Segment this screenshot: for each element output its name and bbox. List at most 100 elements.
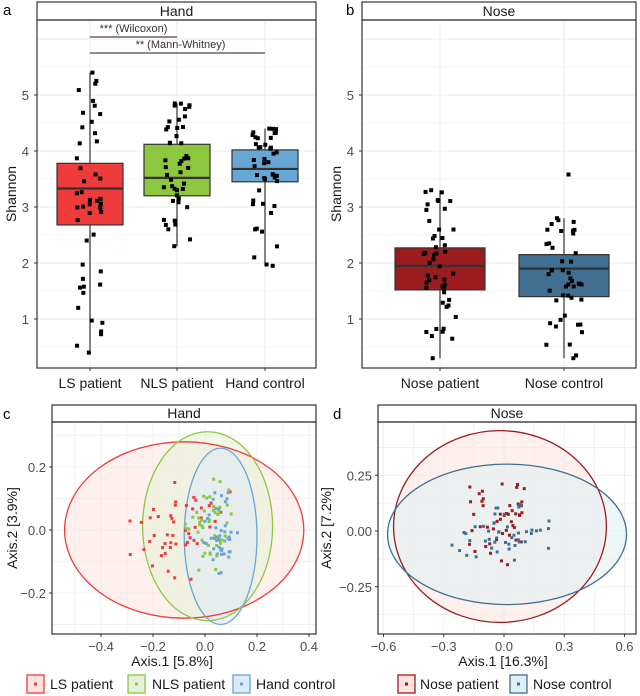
data-point (250, 202, 255, 207)
x-tick-label: Nose control (525, 375, 604, 391)
data-point (516, 538, 520, 542)
y-tick-label: 1 (347, 312, 354, 327)
data-point (208, 525, 212, 529)
data-point (195, 510, 199, 514)
data-point (273, 130, 278, 135)
legend-label: Nose patient (420, 676, 499, 692)
data-point (569, 279, 574, 284)
data-point (435, 198, 440, 203)
data-point (507, 547, 511, 551)
data-point (161, 185, 166, 190)
data-point (253, 227, 258, 232)
data-point (251, 130, 256, 135)
data-point (197, 568, 201, 572)
data-point (191, 507, 195, 511)
data-point (219, 552, 223, 556)
data-point (212, 537, 216, 541)
legend-key-point (405, 682, 408, 686)
data-point (427, 218, 432, 223)
data-point (570, 228, 575, 233)
data-point (262, 176, 267, 181)
confidence-ellipse (141, 431, 274, 622)
data-point (211, 497, 215, 501)
data-point (228, 537, 232, 541)
data-point (99, 329, 104, 334)
data-point (204, 542, 208, 546)
x-tick-label: 0.6 (615, 639, 633, 654)
data-point (517, 513, 521, 517)
data-point (514, 538, 518, 542)
data-point (427, 278, 432, 283)
data-point (424, 280, 429, 285)
data-point (187, 532, 191, 536)
data-point (505, 525, 509, 529)
x-axis-title: Axis.1 [16.3%] (458, 653, 548, 669)
data-point (513, 543, 517, 547)
data-point (505, 563, 509, 567)
data-point (450, 336, 455, 341)
data-point (159, 554, 163, 558)
ellipse-fill (387, 464, 627, 605)
confidence-ellipse (183, 447, 258, 626)
data-point (571, 356, 576, 361)
data-point (225, 521, 229, 525)
data-point (530, 528, 534, 532)
data-point (424, 329, 429, 334)
data-point (213, 534, 217, 538)
data-point (76, 305, 81, 310)
data-point (77, 141, 82, 146)
legend-label: Nose control (533, 676, 612, 692)
legend-item-ls-patient: LS patient (26, 674, 113, 694)
data-point (94, 139, 99, 144)
data-point (211, 558, 215, 562)
data-point (468, 485, 472, 489)
data-point (573, 251, 578, 256)
data-point (472, 512, 476, 516)
data-point (252, 164, 257, 169)
data-point (458, 549, 462, 553)
data-point (268, 135, 273, 140)
data-point (197, 516, 201, 520)
data-point (215, 554, 219, 558)
data-point (508, 504, 512, 508)
data-point (215, 539, 219, 543)
data-point (219, 510, 223, 514)
data-point (510, 509, 514, 513)
data-point (98, 112, 103, 117)
legend-key-point (517, 682, 520, 686)
data-point (514, 512, 518, 516)
data-point (554, 298, 559, 303)
data-point (99, 209, 104, 214)
data-point (220, 538, 224, 542)
legend-item-hand-control: Hand control (232, 674, 335, 694)
data-point (550, 245, 555, 250)
data-point (519, 540, 523, 544)
data-point (556, 218, 561, 223)
y-tick-label: 3 (22, 200, 29, 215)
data-point (495, 536, 499, 540)
data-point (569, 259, 574, 264)
data-point (477, 492, 481, 496)
data-point (468, 539, 472, 543)
data-point (172, 103, 177, 108)
box-nose-patient (394, 247, 486, 291)
plot-area (362, 20, 636, 368)
data-point (441, 326, 446, 331)
data-point (208, 552, 212, 556)
data-point (195, 542, 199, 546)
data-point (80, 262, 85, 267)
data-point (546, 546, 550, 550)
data-point (442, 206, 447, 211)
y-tick-label: 0.0 (28, 523, 46, 538)
data-point (434, 251, 439, 256)
data-point (203, 519, 207, 523)
data-point (571, 219, 576, 224)
y-tick-label: 0.00 (347, 524, 372, 539)
data-point (215, 544, 219, 548)
data-point (464, 532, 468, 536)
data-point (491, 527, 495, 531)
data-point (223, 530, 227, 534)
data-point (448, 198, 453, 203)
data-point (166, 569, 170, 573)
data-point (274, 150, 279, 155)
